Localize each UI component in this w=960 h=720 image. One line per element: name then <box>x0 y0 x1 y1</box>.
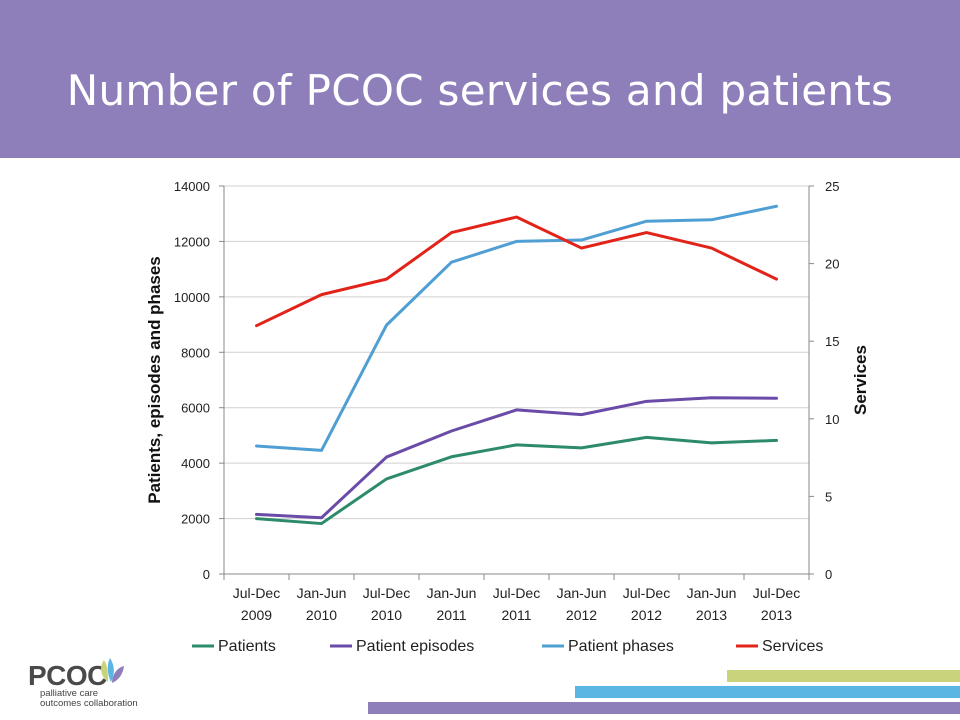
x-tick-label-year: 2010 <box>371 607 402 623</box>
x-tick-label-period: Jan-Jun <box>297 585 347 601</box>
x-tick-label-year: 2012 <box>631 607 662 623</box>
y-tick-label: 0 <box>203 567 210 582</box>
logo-tagline-2: outcomes collaboration <box>40 698 138 709</box>
y-tick-label: 2000 <box>181 512 210 527</box>
y2-axis-title: Services <box>851 345 870 415</box>
series-line-patient-phases <box>255 204 778 452</box>
x-tick-label-year: 2011 <box>436 607 466 623</box>
y-tick-label: 14000 <box>174 179 210 194</box>
y2-tick-label: 10 <box>825 412 839 427</box>
y-tick-label: 4000 <box>181 456 210 471</box>
y2-tick-label: 15 <box>825 334 839 349</box>
y-axis-title: Patients, episodes and phases <box>145 256 164 504</box>
x-tick-label-year: 2009 <box>241 607 272 623</box>
y2-tick-label: 20 <box>825 257 839 272</box>
y-tick-label: 6000 <box>181 401 210 416</box>
logo-tagline: palliative care outcomes collaboration <box>40 689 180 709</box>
legend-label: Patient phases <box>568 638 674 655</box>
x-tick-label-period: Jul-Dec <box>233 585 280 601</box>
leaf-icon <box>101 658 124 683</box>
y-tick-label: 8000 <box>181 345 210 360</box>
x-tick-label-year: 2013 <box>696 607 727 623</box>
decor-bar-green <box>727 670 960 682</box>
x-tick-label-period: Jul-Dec <box>623 585 670 601</box>
y-tick-label: 12000 <box>174 234 210 249</box>
logo-wordmark: PCOC <box>28 660 107 691</box>
page-title: Number of PCOC services and patients <box>66 66 894 115</box>
x-tick-label-period: Jul-Dec <box>753 585 800 601</box>
series-line-services <box>255 215 778 328</box>
x-tick-label-year: 2010 <box>306 607 337 623</box>
x-tick-label-period: Jul-Dec <box>363 585 410 601</box>
decor-bar-purple <box>368 702 960 714</box>
x-tick-label-period: Jan-Jun <box>687 585 737 601</box>
x-tick-label-period: Jul-Dec <box>493 585 540 601</box>
x-tick-label-year: 2012 <box>566 607 597 623</box>
series-line-patient-episodes <box>255 396 778 520</box>
x-tick-label-year: 2011 <box>501 607 531 623</box>
header-band: Number of PCOC services and patients <box>0 0 960 158</box>
logo-tagline-1: palliative care <box>40 688 99 699</box>
y2-tick-label: 0 <box>825 567 832 582</box>
pcoc-logo: PCOC palliative care outcomes collaborat… <box>28 656 178 712</box>
decor-bar-blue <box>575 686 960 698</box>
legend-label: Patients <box>218 638 276 655</box>
legend-label: Patient episodes <box>356 638 474 655</box>
x-tick-label-year: 2013 <box>761 607 792 623</box>
legend-label: Services <box>762 638 823 655</box>
y2-tick-label: 5 <box>825 489 832 504</box>
x-tick-label-period: Jan-Jun <box>427 585 477 601</box>
y-tick-label: 10000 <box>174 290 210 305</box>
x-tick-label-period: Jan-Jun <box>557 585 607 601</box>
y2-tick-label: 25 <box>825 179 839 194</box>
series-line-patients <box>255 435 778 526</box>
